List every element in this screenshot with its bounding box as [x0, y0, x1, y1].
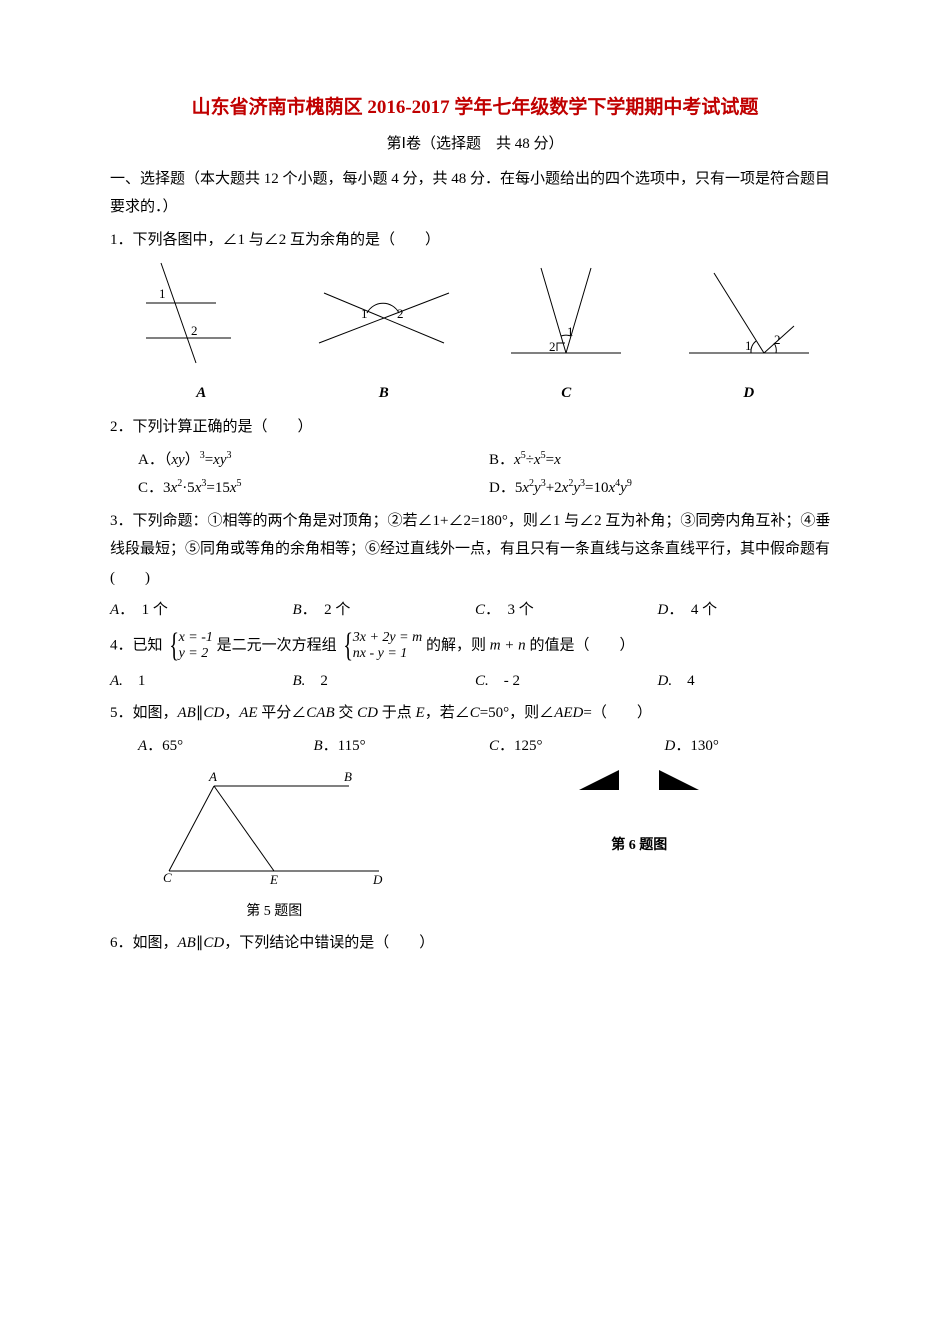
svg-text:E: E — [269, 872, 278, 886]
q6-caption: 第 6 题图 — [439, 833, 841, 860]
q4-opt-b: B. 2 — [293, 667, 476, 696]
q3-opt-b: B． 2 个 — [293, 596, 476, 625]
q4-options: A. 1 B. 2 C. - 2 D. 4 — [110, 667, 840, 696]
svg-text:1: 1 — [159, 286, 166, 301]
q2-opt-b: B．x5÷x5=x — [489, 446, 840, 475]
q3-opt-c: C． 3 个 — [475, 596, 658, 625]
q5-opt-b: B．115° — [314, 732, 490, 761]
q1-fig-a: 1 2 — [141, 258, 261, 368]
q5-q6-figures: A B C E D 第 5 题图 第 6 题图 — [110, 766, 840, 925]
svg-text:D: D — [372, 872, 383, 886]
q4-opt-c: C. - 2 — [475, 667, 658, 696]
q3-opt-d: D． 4 个 — [658, 596, 841, 625]
svg-text:2: 2 — [397, 306, 404, 321]
section-intro: 一、选择题（本大题共 12 个小题，每小题 4 分，共 48 分．在每小题给出的… — [110, 165, 840, 222]
q5-opt-a: A．65° — [138, 732, 314, 761]
q4-stem: 4．已知 {x = -1y = 2 是二元一次方程组 {3x + 2y = mn… — [110, 629, 840, 663]
exam-subtitle: 第Ⅰ卷（选择题 共 48 分） — [110, 130, 840, 159]
q5-stem: 5．如图，AB∥CD，AE 平分∠CAB 交 CD 于点 E，若∠C=50°，则… — [110, 699, 840, 728]
q2-opt-a: A．（xy）3=xy3 — [138, 446, 489, 475]
exam-title: 山东省济南市槐荫区 2016-2017 学年七年级数学下学期期中考试试题 — [110, 90, 840, 126]
svg-text:1: 1 — [567, 324, 574, 339]
q5-figure: A B C E D — [159, 766, 389, 886]
q4-opt-d: D. 4 — [658, 667, 841, 696]
q2-options: A．（xy）3=xy3 B．x5÷x5=x C．3x2·5x3=15x5 D．5… — [138, 446, 840, 503]
svg-text:C: C — [163, 870, 172, 885]
q3-stem: 3．下列命题：①相等的两个角是对顶角；②若∠1+∠2=180°，则∠1 与∠2 … — [110, 507, 840, 593]
q1-opt-a: A — [110, 379, 293, 408]
q1-labels: A B C D — [110, 379, 840, 408]
svg-text:2: 2 — [191, 323, 198, 338]
q6-figure — [559, 760, 719, 820]
svg-text:B: B — [344, 769, 352, 784]
q5-options: A．65° B．115° C．125° D．130° — [138, 732, 840, 761]
q6-stem: 6．如图，AB∥CD，下列结论中错误的是（ ） — [110, 929, 840, 958]
svg-text:A: A — [208, 769, 217, 784]
q3-options: AA． 1 个． 1 个 B． 2 个 C． 3 个 D． 4 个 — [110, 596, 840, 625]
q3-opt-a: AA． 1 个． 1 个 — [110, 596, 293, 625]
q2-opt-d: D．5x2y3+2x2y3=10x4y9 — [489, 474, 840, 503]
q1-figures: 1 2 1 2 1 2 1 2 — [110, 258, 840, 379]
svg-text:2: 2 — [549, 339, 556, 354]
q4-opt-a: A. 1 — [110, 667, 293, 696]
q1-stem: 1．下列各图中，∠1 与∠2 互为余角的是（ ） — [110, 226, 840, 255]
q5-opt-d: D．130° — [665, 732, 841, 761]
q1-fig-d: 1 2 — [679, 258, 819, 368]
q5-caption: 第 5 题图 — [110, 899, 439, 926]
q1-fig-b: 1 2 — [309, 258, 459, 368]
q1-opt-d: D — [658, 379, 841, 408]
q1-opt-c: C — [475, 379, 658, 408]
q2-opt-c: C．3x2·5x3=15x5 — [138, 474, 489, 503]
q1-opt-b: B — [293, 379, 476, 408]
q5-opt-c: C．125° — [489, 732, 665, 761]
q2-stem: 2．下列计算正确的是（ ） — [110, 413, 840, 442]
svg-text:1: 1 — [361, 306, 368, 321]
q1-fig-c: 1 2 — [501, 258, 631, 368]
